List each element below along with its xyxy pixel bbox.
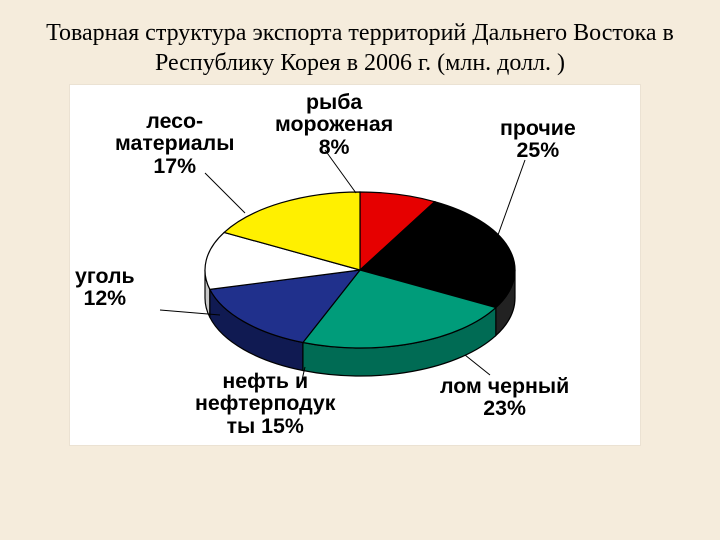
slice-label: лом черный 23% bbox=[440, 375, 569, 420]
chart-title: Товарная структура экспорта территорий Д… bbox=[0, 0, 720, 78]
slice-label: рыба мороженая 8% bbox=[275, 91, 393, 158]
slice-label: лесо- материалы 17% bbox=[115, 110, 234, 177]
slice-label: уголь 12% bbox=[75, 265, 135, 310]
slice-label: прочие 25% bbox=[500, 117, 576, 162]
leader-line bbox=[205, 173, 245, 213]
title-line-1: Товарная структура экспорта территорий Д… bbox=[46, 20, 674, 46]
slice-label: нефть и нефтерподук ты 15% bbox=[195, 370, 335, 437]
title-line-2: Республику Корея в 2006 г. (млн. долл. ) bbox=[155, 50, 565, 76]
pie-chart: рыба мороженая 8% прочие 25% лом черный 23… bbox=[70, 85, 640, 445]
leader-line bbox=[465, 355, 490, 375]
slide-page: Товарная структура экспорта территорий Д… bbox=[0, 0, 720, 540]
leader-line bbox=[498, 160, 525, 235]
